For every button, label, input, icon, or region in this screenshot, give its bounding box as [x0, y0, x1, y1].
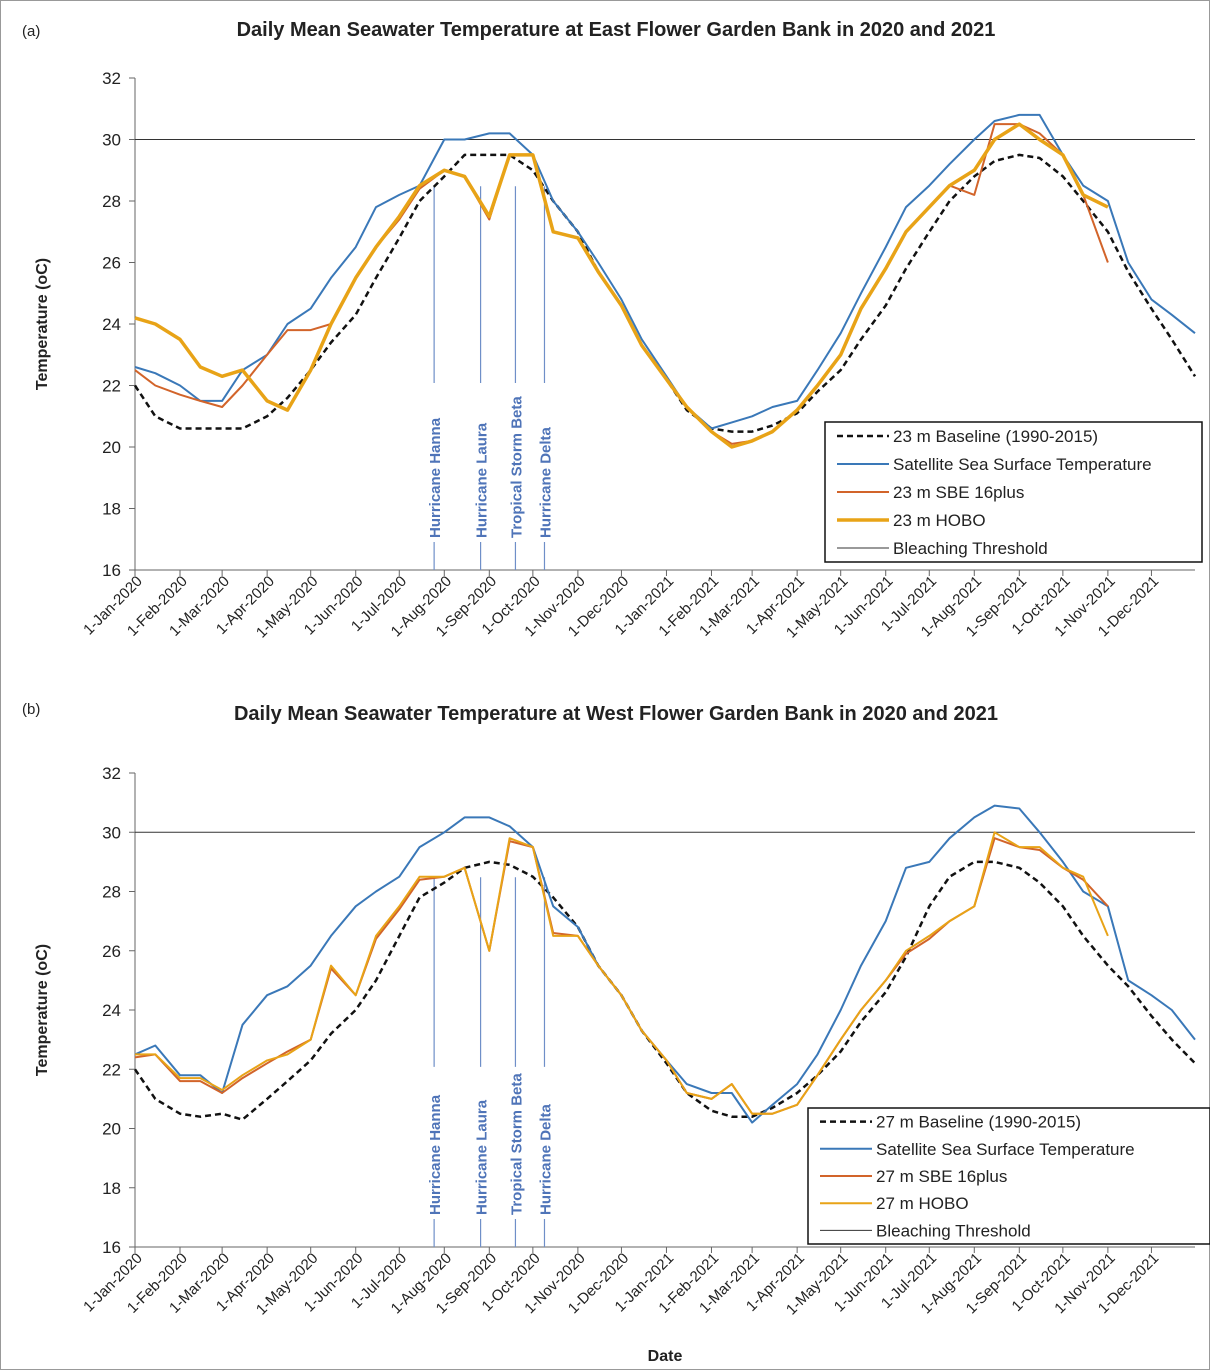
- legend-label: 27 m HOBO: [876, 1194, 969, 1213]
- chart-title: Daily Mean Seawater Temperature at West …: [234, 703, 998, 725]
- legend-label: Bleaching Threshold: [893, 539, 1048, 558]
- y-tick-label: 18: [102, 1179, 121, 1198]
- storm-label: Hurricane Delta: [537, 426, 554, 538]
- legend-label: 23 m SBE 16plus: [893, 483, 1024, 502]
- y-tick-label: 18: [102, 500, 121, 519]
- series-line: [134, 113, 1196, 430]
- y-tick-label: 20: [102, 438, 121, 457]
- panel-label: (a): [22, 23, 40, 40]
- panel-label: (b): [22, 701, 40, 718]
- y-axis-label: Temperature (oC): [34, 944, 51, 1076]
- series-line: [133, 153, 1197, 433]
- storm-label: Tropical Storm Beta: [508, 396, 525, 538]
- y-tick-label: 16: [102, 1238, 121, 1257]
- legend-box: [807, 1107, 1210, 1245]
- legend-label: Bleaching Threshold: [876, 1221, 1031, 1240]
- storm-label: Hurricane Hanna: [427, 1094, 444, 1215]
- y-tick-label: 22: [102, 377, 121, 396]
- series-line: [134, 122, 1109, 449]
- legend-label: 23 m Baseline (1990-2015): [893, 427, 1098, 446]
- storm-label: Hurricane Delta: [537, 1103, 554, 1215]
- y-tick-label: 24: [102, 315, 121, 334]
- legend-label: Satellite Sea Surface Temperature: [893, 455, 1152, 474]
- legend-label: 23 m HOBO: [893, 511, 986, 530]
- series-line: [135, 831, 1109, 1115]
- legend-label: Satellite Sea Surface Temperature: [876, 1140, 1135, 1159]
- y-tick-label: 22: [102, 1060, 121, 1079]
- y-tick-label: 32: [102, 764, 121, 783]
- y-tick-label: 20: [102, 1120, 121, 1139]
- y-tick-label: 26: [102, 254, 121, 273]
- x-axis-label: Date: [648, 1348, 683, 1365]
- y-tick-label: 28: [102, 883, 121, 902]
- storm-label: Tropical Storm Beta: [508, 1073, 525, 1215]
- y-tick-label: 30: [102, 823, 121, 842]
- storm-label: Hurricane Laura: [474, 422, 491, 538]
- y-tick-label: 26: [102, 942, 121, 961]
- y-tick-label: 16: [102, 561, 121, 580]
- y-tick-label: 30: [102, 131, 121, 150]
- y-tick-label: 24: [102, 1001, 121, 1020]
- y-tick-label: 32: [102, 69, 121, 88]
- chart-title: Daily Mean Seawater Temperature at East …: [237, 19, 996, 41]
- series-line: [133, 860, 1196, 1121]
- y-axis-label: Temperature (oC): [34, 258, 51, 390]
- y-tick-label: 28: [102, 192, 121, 211]
- storm-label: Hurricane Hanna: [427, 417, 444, 538]
- legend-label: 27 m Baseline (1990-2015): [876, 1113, 1081, 1132]
- legend-label: 27 m SBE 16plus: [876, 1167, 1007, 1186]
- storm-label: Hurricane Laura: [474, 1099, 491, 1215]
